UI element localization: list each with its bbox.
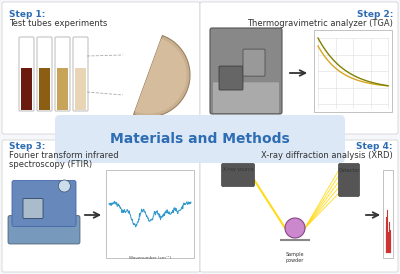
FancyBboxPatch shape — [200, 140, 398, 272]
Bar — [57, 68, 68, 110]
FancyBboxPatch shape — [200, 2, 398, 134]
Bar — [75, 68, 86, 110]
FancyBboxPatch shape — [19, 37, 34, 111]
FancyBboxPatch shape — [8, 215, 80, 244]
FancyBboxPatch shape — [2, 140, 200, 272]
Circle shape — [58, 180, 70, 192]
FancyBboxPatch shape — [55, 37, 70, 111]
FancyBboxPatch shape — [338, 164, 360, 196]
Bar — [314, 30, 392, 112]
Circle shape — [285, 218, 305, 238]
Text: Fourier transform infrared: Fourier transform infrared — [9, 151, 119, 160]
Text: Sample
powder: Sample powder — [286, 252, 304, 263]
Text: Thermogravimetric analyzer (TGA): Thermogravimetric analyzer (TGA) — [247, 19, 393, 28]
Bar — [383, 170, 393, 258]
Text: spectroscopy (FTIR): spectroscopy (FTIR) — [9, 160, 92, 169]
FancyBboxPatch shape — [55, 115, 345, 163]
FancyBboxPatch shape — [210, 28, 282, 114]
Bar — [21, 68, 32, 110]
Text: Detector: Detector — [338, 168, 360, 173]
Text: Materials and Methods: Materials and Methods — [110, 132, 290, 146]
FancyBboxPatch shape — [222, 164, 254, 187]
Wedge shape — [135, 39, 187, 114]
FancyBboxPatch shape — [12, 181, 76, 227]
Bar — [39, 68, 50, 110]
Text: X-ray source: X-ray source — [223, 167, 253, 172]
FancyBboxPatch shape — [73, 37, 88, 111]
FancyBboxPatch shape — [243, 49, 265, 76]
Text: Wavenumber (cm⁻¹): Wavenumber (cm⁻¹) — [129, 256, 171, 260]
FancyBboxPatch shape — [37, 37, 52, 111]
Bar — [106, 170, 194, 258]
Text: Step 1:: Step 1: — [9, 10, 45, 19]
FancyBboxPatch shape — [23, 198, 43, 218]
FancyBboxPatch shape — [219, 66, 243, 90]
Text: Test tubes experiments: Test tubes experiments — [9, 19, 107, 28]
FancyBboxPatch shape — [213, 82, 279, 113]
Text: X-ray diffraction analysis (XRD): X-ray diffraction analysis (XRD) — [261, 151, 393, 160]
Wedge shape — [134, 36, 190, 117]
Text: Step 3:: Step 3: — [9, 142, 45, 151]
FancyBboxPatch shape — [2, 2, 200, 134]
Text: Step 2:: Step 2: — [357, 10, 393, 19]
Text: Step 4:: Step 4: — [356, 142, 393, 151]
